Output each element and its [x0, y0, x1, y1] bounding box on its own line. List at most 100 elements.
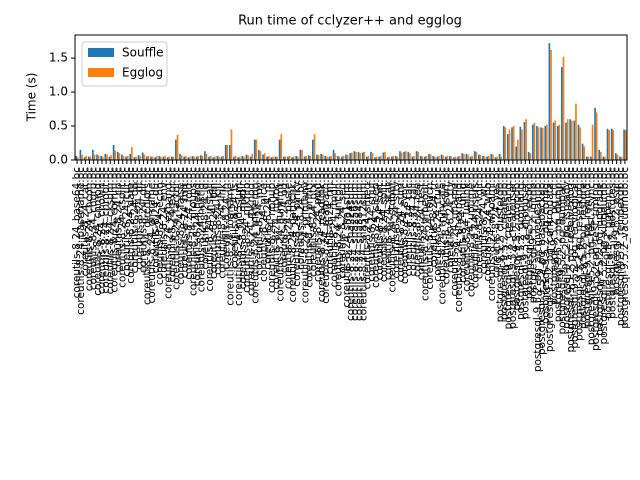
- bar: [180, 155, 183, 160]
- bar: [591, 124, 594, 160]
- bar: [129, 153, 132, 160]
- x-tick-label: postgresql-9.5.2_pg_dumpall.bc: [557, 167, 569, 335]
- bar: [324, 155, 327, 160]
- y-tick-label: 1.0: [49, 85, 68, 99]
- bar: [610, 128, 613, 160]
- bar: [346, 155, 349, 160]
- bar: [536, 126, 538, 160]
- bar: [533, 122, 536, 160]
- bar: [434, 156, 436, 160]
- bar: [170, 156, 173, 160]
- bar: [204, 151, 206, 160]
- bar: [469, 156, 472, 160]
- x-tick-label: coreutils-8.24_tty.bc: [445, 167, 457, 273]
- bar: [492, 154, 494, 160]
- x-tick-label: coreutils-8.24_stty.bc: [391, 167, 403, 279]
- x-tick-label: postgresql-9.5.2_createdb.bc: [499, 167, 511, 320]
- x-tick-label: coreutils-8.24_sha1sum.bc: [341, 167, 353, 308]
- bar: [473, 151, 476, 160]
- bar: [390, 156, 393, 160]
- bar: [195, 156, 198, 160]
- bar: [193, 156, 195, 160]
- x-tick-label: postgresql-9.5.2_pg_xlogdump.bc: [598, 167, 610, 345]
- bar: [108, 156, 111, 160]
- bar: [573, 120, 576, 160]
- x-tick-label: coreutils-8.24_stdbuf.bc: [387, 167, 399, 293]
- bar: [575, 103, 577, 160]
- bar: [137, 155, 140, 160]
- bar: [168, 156, 171, 160]
- x-tick-label: postgresql-9.5.2_pg_rewind.bc: [582, 167, 594, 328]
- bar: [309, 155, 312, 160]
- x-tick-label: coreutils-8.24_logname.bc: [225, 167, 237, 306]
- bar: [101, 156, 104, 160]
- bar: [353, 151, 356, 160]
- bar: [561, 66, 563, 160]
- bar: [299, 149, 302, 160]
- bar: [531, 124, 534, 160]
- bar: [604, 156, 606, 160]
- bar: [121, 154, 123, 160]
- legend-label: Souffle: [122, 46, 164, 60]
- bar: [224, 145, 227, 160]
- bar: [233, 156, 235, 160]
- x-tick-label: coreutils-8.24_whoami.bc: [486, 167, 498, 301]
- bar: [191, 155, 194, 160]
- bar: [234, 155, 237, 160]
- bar: [558, 124, 561, 160]
- bar: [141, 152, 144, 160]
- x-tick-label: postgresql-9.5.2_droplang.bc: [515, 167, 527, 320]
- x-tick-label: coreutils-8.24_dd.bc: [129, 167, 141, 274]
- bar: [396, 156, 399, 160]
- x-tick-label: coreutils-8.24_mkdir.bc: [237, 167, 249, 289]
- bar: [189, 156, 191, 160]
- x-tick-label: coreutils-8.24_sha384sum.bc: [353, 167, 365, 321]
- bar: [365, 156, 368, 160]
- bar: [100, 155, 102, 160]
- x-tick-label: coreutils-8.24_tail.bc: [407, 167, 419, 277]
- bar: [284, 156, 287, 160]
- bar: [442, 155, 444, 160]
- bar: [321, 154, 324, 160]
- bar: [272, 156, 274, 160]
- bar: [288, 155, 291, 160]
- x-tick-label: coreutils-8.24_sort.bc: [374, 167, 386, 281]
- x-tick-label: coreutils-8.24_chroot.bc: [100, 167, 112, 294]
- bar: [444, 156, 447, 160]
- bar: [438, 155, 440, 160]
- x-tick-label: coreutils-8.24_stat.bc: [382, 167, 394, 280]
- bar: [521, 129, 523, 160]
- bar: [486, 156, 488, 160]
- bar: [587, 156, 590, 160]
- x-tick-label: coreutils-8.24_paste.bc: [283, 167, 295, 289]
- bar: [487, 155, 490, 160]
- bar: [355, 151, 357, 160]
- x-tick-label: coreutils-8.24_basename.bc: [75, 167, 87, 315]
- x-tick-label: coreutils-8.24_od.bc: [279, 167, 291, 273]
- bar: [114, 150, 117, 160]
- x-tick-label: coreutils-8.24_date.bc: [125, 167, 137, 284]
- bar: [216, 155, 219, 160]
- bar: [89, 156, 92, 160]
- x-tick-label: coreutils-8.24_ln.bc: [220, 167, 232, 270]
- bar: [529, 153, 532, 160]
- bar: [415, 151, 418, 160]
- bar: [139, 155, 141, 160]
- bar: [247, 155, 249, 160]
- bar: [297, 156, 299, 160]
- x-tick-label: coreutils-8.24_split.bc: [378, 167, 390, 282]
- bar: [237, 157, 239, 160]
- x-tick-label: coreutils-8.24_who.bc: [482, 167, 494, 282]
- bar: [150, 156, 152, 160]
- x-tick-label: coreutils-8.24_shuf.bc: [366, 167, 378, 282]
- bar: [320, 153, 322, 160]
- bar: [249, 156, 252, 160]
- bar: [97, 155, 100, 160]
- bar: [151, 156, 154, 160]
- x-tick-label: coreutils-8.24_pwd.bc: [312, 167, 324, 282]
- bar: [404, 151, 407, 160]
- bar: [581, 143, 584, 160]
- bar: [155, 155, 158, 160]
- x-tick-label: coreutils-8.24_sha224sum.bc: [345, 167, 357, 321]
- x-tick-label: coreutils-8.24_tac.bc: [403, 167, 415, 277]
